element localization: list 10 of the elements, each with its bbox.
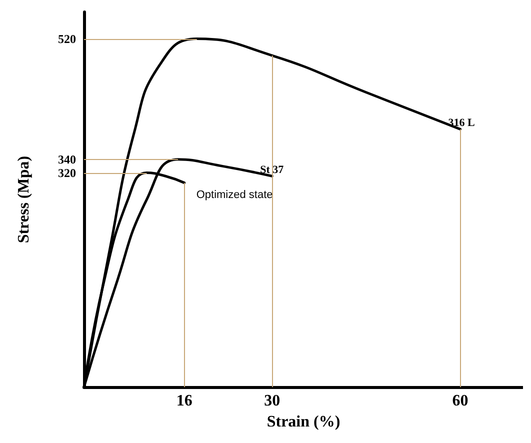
y-tick-label: 340 xyxy=(58,152,76,166)
series-label: St 37 xyxy=(260,164,284,176)
x-tick-label: 30 xyxy=(264,392,280,410)
x-axis-title: Strain (%) xyxy=(266,414,340,430)
y-tick-label: 520 xyxy=(58,32,76,46)
y-axis-title: Stress (Mpa) xyxy=(16,156,32,244)
x-tick-label: 60 xyxy=(452,392,468,410)
y-tick-label: 320 xyxy=(58,166,76,180)
series-label: Optimized state xyxy=(196,188,273,201)
x-tick-label: 16 xyxy=(176,392,192,410)
